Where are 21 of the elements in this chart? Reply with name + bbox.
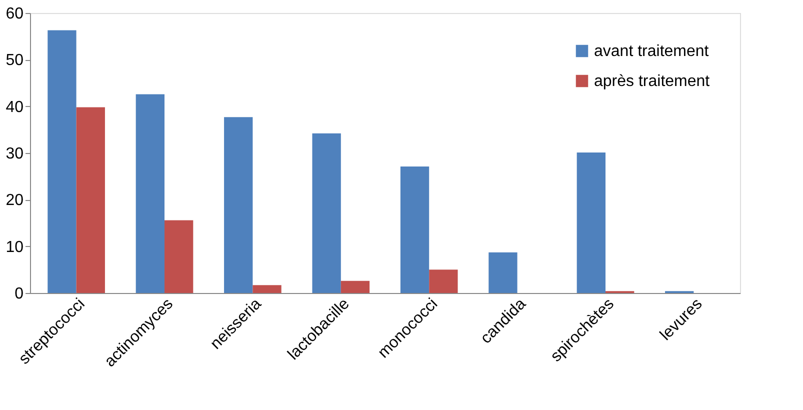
y-tick-label: 20 <box>6 192 24 210</box>
legend-label: après traitement <box>594 73 710 90</box>
y-tick-label: 30 <box>6 146 24 162</box>
y-tick-label: 50 <box>6 52 24 70</box>
y-tick-label: 40 <box>6 98 24 116</box>
y-tick-label: 60 <box>6 6 24 22</box>
bar <box>224 117 253 293</box>
bar <box>48 30 76 293</box>
bar <box>164 220 194 293</box>
bar <box>340 280 370 293</box>
y-tick-label: 0 <box>14 286 24 302</box>
legend-label: avant traitement <box>594 43 710 60</box>
bar <box>76 107 105 293</box>
bar <box>400 166 430 293</box>
bar <box>429 270 458 293</box>
y-tick-label: 10 <box>6 238 24 256</box>
bar <box>252 285 282 293</box>
bar <box>488 252 518 293</box>
bar <box>312 133 341 293</box>
bar <box>576 152 606 293</box>
bar <box>136 94 165 293</box>
